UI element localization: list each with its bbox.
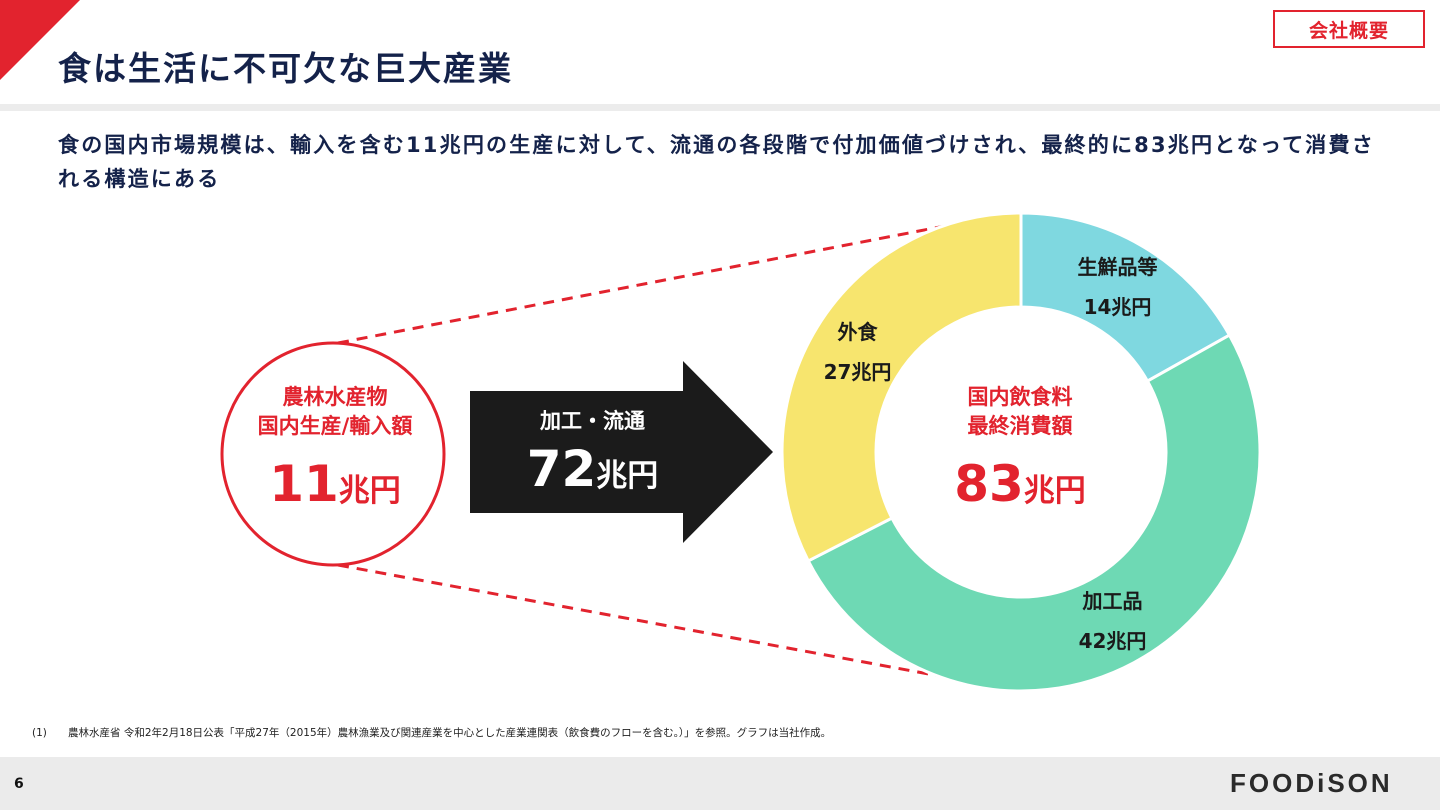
consumption-value-unit: 兆円 (1023, 473, 1086, 509)
lead-text: 食の国内市場規模は、輸入を含む11兆円の生産に対して、流通の各段階で付加価値づけ… (58, 133, 1375, 191)
section-badge: 会社概要 (1273, 10, 1425, 48)
distribution-value: 72兆円 (470, 440, 715, 498)
footer-bar (0, 757, 1440, 810)
distribution-value-unit: 兆円 (596, 458, 659, 494)
header-divider (0, 104, 1440, 111)
consumption-label-line2: 最終消費額 (967, 414, 1073, 438)
footnote-number: (1) (32, 727, 47, 739)
production-circle (220, 341, 446, 567)
consumption-value-number: 83 (954, 455, 1024, 513)
production-value-unit: 兆円 (338, 473, 401, 509)
production-label: 農林水産物 国内生産/輸入額 (225, 383, 445, 441)
distribution-arrow (470, 361, 773, 543)
consumption-value: 83兆円 (900, 455, 1140, 513)
segment-value-fresh: 14兆円 (1083, 295, 1152, 319)
production-value-number: 11 (269, 455, 339, 513)
production-value: 11兆円 (225, 455, 445, 513)
segment-name-dining: 外食 (837, 320, 878, 344)
corner-accent (0, 0, 80, 80)
segment-name-fresh: 生鮮品等 (1077, 255, 1158, 279)
segment-label-processed: 加工品 42兆円 (1055, 581, 1170, 661)
donut-slice-dining (780, 211, 1023, 563)
distribution-value-number: 72 (526, 440, 597, 498)
zoom-line-bottom (337, 563, 946, 679)
page-title: 食は生活に不可欠な巨大産業 (58, 49, 513, 88)
donut-slice-processed (806, 333, 1262, 693)
consumption-donut (780, 211, 1262, 693)
segment-label-fresh: 生鮮品等 14兆円 (1055, 247, 1180, 327)
segment-label-dining: 外食 27兆円 (805, 312, 910, 392)
zoom-line-top (337, 224, 946, 345)
consumption-label: 国内飲食料 最終消費額 (925, 383, 1115, 441)
production-label-line2: 国内生産/輸入額 (257, 414, 413, 438)
distribution-label: 加工・流通 (540, 409, 645, 433)
consumption-label-line1: 国内飲食料 (967, 385, 1073, 409)
company-logo: FOODiSON (1230, 768, 1393, 798)
segment-name-processed: 加工品 (1082, 589, 1143, 613)
page-number: 6 (14, 776, 24, 792)
segment-value-processed: 42兆円 (1078, 629, 1147, 653)
footnote: (1) 農林水産省 令和2年2月18日公表「平成27年（2015年）農林漁業及び関… (32, 725, 831, 740)
production-label-line1: 農林水産物 (282, 385, 388, 409)
footnote-text: 農林水産省 令和2年2月18日公表「平成27年（2015年）農林漁業及び関連産業… (68, 727, 832, 739)
segment-value-dining: 27兆円 (823, 360, 892, 384)
